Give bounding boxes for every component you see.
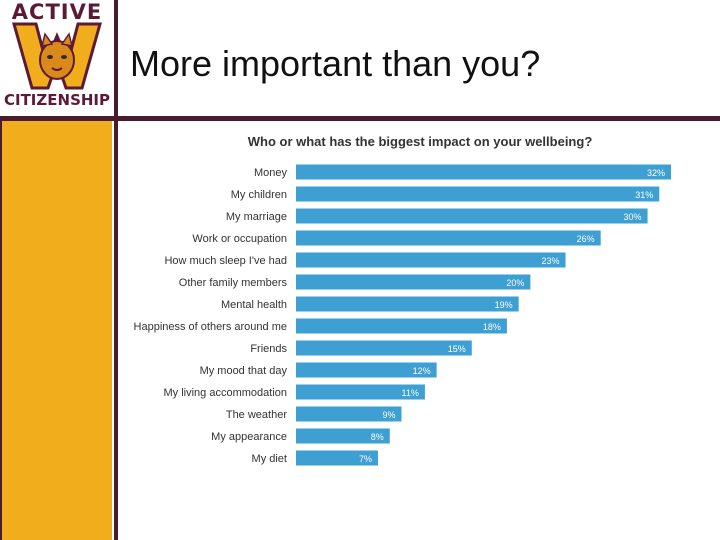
category-label: Happiness of others around me (134, 321, 287, 333)
bar (296, 208, 648, 224)
bar (296, 384, 425, 400)
value-label: 11% (402, 388, 419, 398)
category-label: Friends (250, 343, 287, 355)
category-label: My marriage (226, 211, 287, 223)
logo-top-text: ACTIVE (11, 0, 103, 24)
category-label: Work or occupation (192, 233, 287, 245)
chart-title: Who or what has the biggest impact on yo… (248, 134, 593, 149)
category-label: Money (254, 167, 288, 179)
sidebar-panel (0, 121, 112, 540)
bar (296, 164, 671, 180)
wellbeing-bar-chart: Who or what has the biggest impact on yo… (134, 134, 671, 466)
bar (296, 230, 601, 246)
value-label: 18% (483, 322, 501, 332)
category-label: My diet (252, 453, 287, 465)
value-label: 31% (635, 190, 653, 200)
category-label: My appearance (211, 431, 287, 443)
bar (296, 340, 472, 356)
value-label: 32% (647, 168, 665, 178)
bar (296, 428, 390, 444)
bar (296, 450, 379, 466)
category-label: My children (231, 189, 287, 201)
value-label: 15% (448, 344, 466, 354)
slide-title: More important than you? (130, 43, 541, 84)
logo-bottom-text: CITIZENSHIP (3, 91, 110, 109)
bar (296, 252, 566, 268)
category-label: My mood that day (200, 365, 288, 377)
category-label: The weather (226, 409, 287, 421)
wildcat-w-emblem-icon (12, 22, 102, 90)
value-label: 20% (506, 278, 524, 288)
category-label: Other family members (179, 277, 288, 289)
bar (296, 296, 519, 312)
bar (296, 274, 531, 290)
value-label: 19% (495, 300, 513, 310)
active-citizenship-logo: ACTIVE CITIZENSHIP (0, 0, 114, 116)
bar (296, 406, 402, 422)
category-label: Mental health (221, 299, 287, 311)
value-label: 8% (371, 432, 384, 442)
frame-vertical-divider (114, 0, 118, 540)
bar (296, 186, 660, 202)
value-label: 30% (624, 212, 642, 222)
value-label: 23% (542, 256, 560, 266)
value-label: 26% (577, 234, 595, 244)
category-label: How much sleep I've had (164, 255, 287, 267)
value-label: 12% (413, 366, 431, 376)
frame-horizontal-divider (0, 116, 720, 121)
value-label: 7% (359, 454, 372, 464)
bar (296, 362, 437, 378)
category-label: My living accommodation (164, 387, 288, 399)
bar (296, 318, 507, 334)
value-label: 9% (382, 410, 395, 420)
